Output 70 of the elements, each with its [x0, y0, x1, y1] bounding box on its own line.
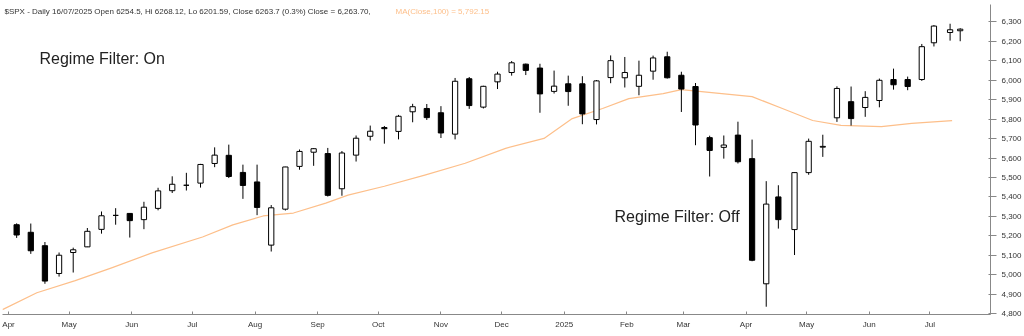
x-tick-label: Dec — [494, 319, 509, 329]
candlestick — [84, 227, 91, 248]
text: MA(Close,100) = 5,792.15 — [395, 6, 490, 16]
candlestick — [946, 23, 954, 42]
candlestick — [649, 55, 657, 81]
candlestick — [27, 223, 34, 255]
y-tick-label: 5,300 — [1001, 211, 1023, 221]
x-tick-label: May — [799, 319, 815, 329]
candlestick — [409, 103, 416, 123]
y-tick-label: 5,000 — [1001, 270, 1023, 280]
candlestick — [720, 135, 727, 160]
annotation: Regime Filter: Off — [614, 207, 741, 225]
candlestick — [862, 90, 869, 118]
y-tick-label: 5,800 — [1001, 114, 1023, 124]
y-tick-label: 5,200 — [1001, 231, 1023, 241]
y-tick-label: 6,100 — [1001, 56, 1023, 66]
x-tick-label: Jul — [187, 319, 198, 329]
y-tick-label: 5,900 — [1001, 95, 1023, 105]
candlestick — [352, 135, 360, 163]
x-tick-label: Sep — [310, 319, 326, 329]
y-tick-label: 4,800 — [1001, 309, 1023, 319]
x-tick-label: Jul — [924, 319, 936, 329]
candlestick — [550, 70, 558, 95]
candlestick — [876, 78, 883, 108]
x-tick-label: Aug — [247, 319, 263, 329]
y-tick-label: 5,400 — [1001, 192, 1023, 202]
candlestick — [930, 24, 938, 47]
candlestick — [706, 135, 713, 178]
candlestick — [225, 144, 232, 179]
y-tick-label: 5,700 — [1001, 134, 1023, 144]
candlestick — [98, 210, 105, 235]
candlestick — [847, 86, 855, 127]
x-tick-label: Nov — [433, 319, 449, 329]
candlestick — [437, 105, 445, 139]
x-tick-label: Jun — [125, 319, 139, 329]
annotation: Regime Filter: On — [39, 49, 165, 67]
candlestick — [678, 71, 685, 113]
x-tick-label: Mar — [676, 319, 691, 329]
candlestick — [607, 54, 614, 84]
x-tick-label: Feb — [619, 319, 635, 329]
y-tick-label: 6,300 — [1001, 17, 1023, 27]
candlestick — [621, 56, 628, 88]
candlestick — [55, 252, 63, 278]
candlestick — [635, 60, 643, 96]
x-tick-label: 2025 — [555, 319, 574, 329]
candlestick — [154, 187, 162, 211]
y-tick-label: 5,500 — [1001, 172, 1023, 182]
x-tick-label: Oct — [372, 319, 386, 329]
candlestick — [395, 114, 402, 140]
candlestick — [775, 184, 782, 230]
candlestick — [70, 247, 77, 274]
x-tick-label: Jun — [862, 319, 876, 329]
y-tick-label: 4,900 — [1001, 289, 1023, 299]
candlestick — [140, 201, 148, 230]
candlestick — [211, 146, 218, 168]
y-tick-label: 5,100 — [1001, 250, 1023, 260]
y-tick-label: 5,600 — [1001, 153, 1023, 163]
candlestick — [239, 164, 247, 200]
candlestick — [126, 212, 133, 239]
x-tick-label: Apr — [2, 319, 16, 329]
y-tick-label: 6,000 — [1001, 75, 1023, 85]
y-tick-label: 6,200 — [1001, 36, 1023, 46]
candlestick — [890, 68, 897, 91]
x-tick-label: May — [61, 319, 77, 329]
candlestick — [296, 148, 303, 171]
x-tick-label: Apr — [739, 319, 753, 329]
candlestick — [819, 134, 826, 158]
candlestick — [664, 51, 671, 80]
candlestick — [565, 75, 572, 107]
chart-title: $SPX - Daily 16/07/2025 Open 6254.5, Hi 6268.12, Lo 6201.59, Close 6263.7 (0.3%) Close = 6,263.70, — [4, 6, 371, 16]
